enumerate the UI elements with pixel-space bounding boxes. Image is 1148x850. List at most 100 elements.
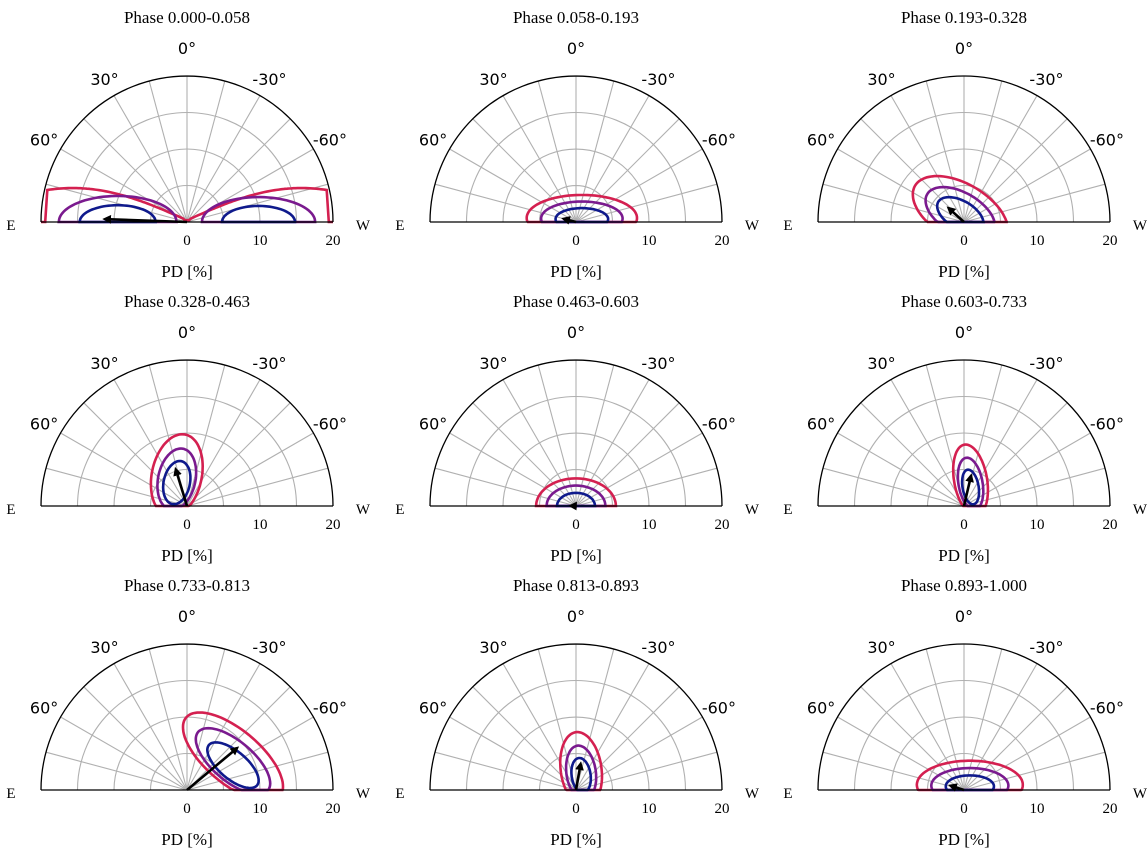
angle-label: -30°	[252, 70, 286, 89]
grid-spoke	[186, 80, 226, 223]
grid-spoke	[186, 432, 314, 507]
grid-spoke	[537, 364, 577, 507]
pd-arrow	[102, 214, 188, 224]
grid-spoke	[860, 402, 965, 507]
grid-spoke	[890, 95, 965, 223]
pd-axis-label: PD [%]	[938, 830, 989, 849]
grid-spoke	[60, 432, 188, 507]
angle-label: 0°	[178, 607, 196, 626]
grid-spoke	[837, 716, 965, 791]
radial-tick-label: 0	[572, 233, 580, 249]
grid-spoke	[186, 183, 329, 223]
polar-frame	[429, 75, 723, 223]
west-label: W	[1133, 502, 1148, 518]
west-label: W	[1133, 786, 1148, 802]
angle-label: 0°	[567, 607, 585, 626]
grid-spoke	[963, 118, 1068, 223]
angle-label: 30°	[479, 354, 507, 373]
grid-spoke	[148, 648, 188, 791]
radial-tick-label: 20	[715, 801, 730, 817]
polar-frame	[40, 643, 334, 791]
grid-spoke	[925, 648, 965, 791]
angle-label: 0°	[955, 323, 973, 342]
panel-title: Phase 0.193-0.328	[901, 8, 1027, 27]
radial-tick-label: 0	[960, 517, 968, 533]
grid-spoke	[575, 686, 680, 791]
grid-spoke	[575, 379, 650, 507]
angle-label: 0°	[955, 39, 973, 58]
grid-spoke	[963, 716, 1091, 791]
pd-axis-label: PD [%]	[161, 262, 212, 281]
grid-spoke	[575, 402, 680, 507]
angle-label: 60°	[419, 415, 447, 434]
panel-title: Phase 0.000-0.058	[124, 8, 250, 27]
polar-panel-6: Phase 0.603-0.733 0° 30° -30° 60° -60° E W 0 10 20…	[783, 292, 1148, 565]
radial-tick-label: 10	[642, 517, 657, 533]
grid-spoke	[575, 148, 703, 223]
grid-spoke	[575, 663, 650, 791]
angle-label: 30°	[867, 354, 895, 373]
west-label: W	[745, 502, 760, 518]
east-label: E	[395, 786, 404, 802]
grid-spoke	[925, 80, 965, 223]
grid-spoke	[186, 118, 291, 223]
panel-title: Phase 0.733-0.813	[124, 576, 250, 595]
grid-spoke	[186, 364, 226, 507]
grid-spoke	[963, 183, 1106, 223]
angle-label: 60°	[30, 415, 58, 434]
angle-label: 60°	[419, 699, 447, 718]
panel-title: Phase 0.813-0.893	[513, 576, 639, 595]
grid-spoke	[186, 648, 226, 791]
angle-label: 0°	[567, 39, 585, 58]
angle-label: 30°	[90, 638, 118, 657]
pd-arrow	[574, 761, 584, 791]
grid-spoke	[963, 80, 1003, 223]
grid-spoke	[575, 432, 703, 507]
polar-frame	[40, 75, 334, 223]
west-label: W	[356, 502, 371, 518]
angle-label: -60°	[702, 415, 736, 434]
radial-tick-label: 20	[326, 801, 341, 817]
east-label: E	[783, 218, 792, 234]
angle-label: -60°	[702, 699, 736, 718]
angle-label: -30°	[1029, 70, 1063, 89]
radial-tick-label: 20	[1103, 233, 1118, 249]
contour-inner	[960, 468, 981, 506]
grid-spoke	[472, 686, 577, 791]
grid-spoke	[963, 751, 1106, 791]
angle-label: -60°	[1090, 131, 1124, 150]
radial-tick-label: 20	[1103, 801, 1118, 817]
east-label: E	[395, 218, 404, 234]
polar-panel-1: Phase 0.000-0.058 0° 30° -30° 60° -60° E W 0 10 20…	[6, 8, 371, 281]
angle-label: 30°	[479, 638, 507, 657]
radial-tick-label: 20	[715, 517, 730, 533]
grid-spoke	[822, 467, 965, 507]
grid-spoke	[502, 95, 577, 223]
radial-tick-label: 0	[183, 233, 191, 249]
west-label: W	[745, 218, 760, 234]
west-label: W	[356, 218, 371, 234]
pd-arrow	[561, 216, 577, 225]
radial-tick-label: 20	[715, 233, 730, 249]
radial-tick-label: 0	[960, 233, 968, 249]
grid-spoke	[963, 148, 1091, 223]
pd-arrow	[947, 783, 965, 792]
grid-spoke	[963, 95, 1038, 223]
grid-spoke	[963, 686, 1068, 791]
grid-spoke	[575, 95, 650, 223]
grid-spoke	[186, 686, 291, 791]
grid-spoke	[45, 751, 188, 791]
grid-spoke	[472, 118, 577, 223]
grid-spoke	[45, 183, 188, 223]
grid-spoke	[575, 751, 718, 791]
grid-spoke	[113, 663, 188, 791]
grid-spoke	[186, 402, 291, 507]
polar-frame	[429, 643, 723, 791]
grid-spoke	[575, 183, 718, 223]
grid-spoke	[449, 432, 577, 507]
radial-tick-label: 20	[326, 233, 341, 249]
grid-spoke	[113, 95, 188, 223]
angle-label: -30°	[641, 70, 675, 89]
radial-tick-label: 20	[326, 517, 341, 533]
grid-spoke	[83, 118, 188, 223]
